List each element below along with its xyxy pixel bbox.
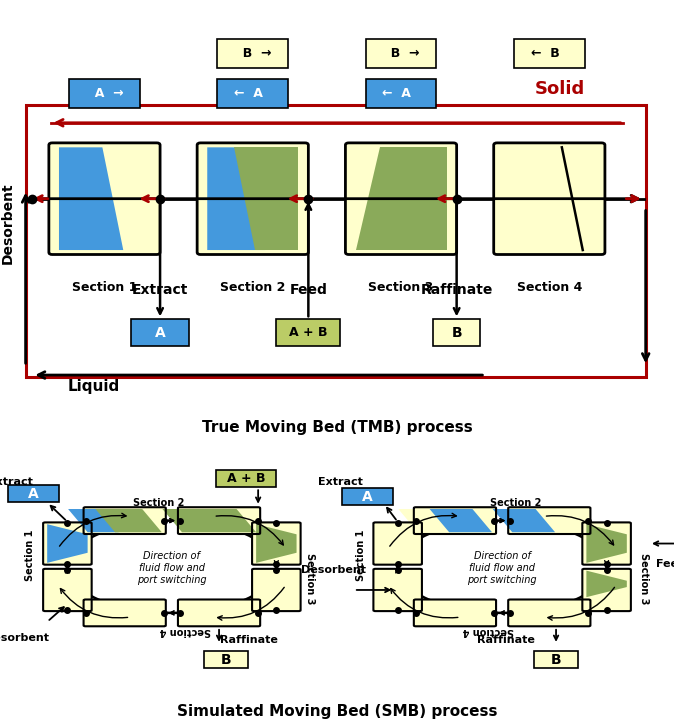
FancyBboxPatch shape xyxy=(131,319,189,346)
Polygon shape xyxy=(586,524,627,563)
Polygon shape xyxy=(234,147,298,250)
FancyBboxPatch shape xyxy=(514,39,584,68)
Text: Section 1: Section 1 xyxy=(26,529,35,581)
FancyBboxPatch shape xyxy=(582,523,631,565)
Text: Desorbent: Desorbent xyxy=(301,565,366,575)
Text: Section 1: Section 1 xyxy=(72,281,137,294)
Polygon shape xyxy=(356,147,446,250)
Text: ←  B: ← B xyxy=(530,47,568,60)
FancyBboxPatch shape xyxy=(9,486,59,502)
Text: B  →: B → xyxy=(382,47,420,60)
Text: Section 4: Section 4 xyxy=(160,626,211,636)
Text: ←  A: ← A xyxy=(234,87,272,100)
FancyBboxPatch shape xyxy=(178,507,260,534)
Text: Section 4: Section 4 xyxy=(517,281,582,294)
Text: Section 2: Section 2 xyxy=(220,281,285,294)
FancyBboxPatch shape xyxy=(345,143,457,255)
Polygon shape xyxy=(47,524,88,563)
FancyBboxPatch shape xyxy=(204,651,248,668)
Text: A + B: A + B xyxy=(226,472,266,485)
Text: B: B xyxy=(220,653,231,666)
FancyBboxPatch shape xyxy=(493,143,605,255)
Text: B: B xyxy=(452,326,462,340)
Text: port switching: port switching xyxy=(467,575,537,585)
FancyBboxPatch shape xyxy=(365,39,437,68)
Polygon shape xyxy=(162,509,256,532)
Text: B: B xyxy=(551,653,561,666)
Text: port switching: port switching xyxy=(137,575,207,585)
FancyBboxPatch shape xyxy=(178,600,260,627)
Polygon shape xyxy=(96,509,162,532)
Text: Extract: Extract xyxy=(318,477,363,487)
Polygon shape xyxy=(208,147,266,250)
FancyBboxPatch shape xyxy=(43,523,92,565)
Text: Section 3: Section 3 xyxy=(639,553,648,604)
FancyBboxPatch shape xyxy=(217,79,288,108)
Polygon shape xyxy=(429,509,492,532)
Text: A  →: A → xyxy=(86,87,123,100)
Text: Section 2: Section 2 xyxy=(490,498,541,507)
Text: B  →: B → xyxy=(234,47,272,60)
Text: Feed: Feed xyxy=(289,283,328,297)
Text: Section 2: Section 2 xyxy=(133,498,184,507)
FancyBboxPatch shape xyxy=(69,79,140,108)
Text: Raffinate: Raffinate xyxy=(421,283,493,297)
FancyBboxPatch shape xyxy=(508,507,590,534)
Text: Extract: Extract xyxy=(132,283,188,297)
Text: Section 4: Section 4 xyxy=(463,626,514,636)
Text: Desorbent: Desorbent xyxy=(0,633,49,643)
FancyBboxPatch shape xyxy=(276,319,340,346)
Text: A: A xyxy=(28,486,39,500)
Text: Raffinate: Raffinate xyxy=(477,635,534,645)
FancyBboxPatch shape xyxy=(252,523,301,565)
Text: Raffinate: Raffinate xyxy=(220,635,278,645)
Polygon shape xyxy=(493,509,555,532)
Text: Liquid: Liquid xyxy=(67,379,120,393)
FancyBboxPatch shape xyxy=(216,470,276,486)
FancyBboxPatch shape xyxy=(342,489,392,505)
Text: Direction of: Direction of xyxy=(144,551,200,561)
FancyBboxPatch shape xyxy=(508,600,590,627)
FancyBboxPatch shape xyxy=(373,523,422,565)
Polygon shape xyxy=(59,147,123,250)
Text: Solid: Solid xyxy=(534,81,584,98)
FancyBboxPatch shape xyxy=(43,569,92,611)
Text: Extract: Extract xyxy=(0,477,32,487)
Text: fluid flow and: fluid flow and xyxy=(469,563,535,574)
FancyBboxPatch shape xyxy=(414,600,496,627)
Polygon shape xyxy=(68,509,119,532)
Polygon shape xyxy=(398,509,492,532)
Text: A + B: A + B xyxy=(289,326,328,339)
FancyBboxPatch shape xyxy=(433,319,480,346)
Text: fluid flow and: fluid flow and xyxy=(139,563,205,574)
Text: A: A xyxy=(362,489,373,504)
FancyBboxPatch shape xyxy=(49,143,160,255)
Text: Section 1: Section 1 xyxy=(356,529,365,581)
FancyBboxPatch shape xyxy=(365,79,437,108)
Text: Section 3: Section 3 xyxy=(369,281,433,294)
Text: Feed: Feed xyxy=(656,559,674,568)
Polygon shape xyxy=(256,524,297,563)
Text: Simulated Moving Bed (SMB) process: Simulated Moving Bed (SMB) process xyxy=(177,703,497,719)
Polygon shape xyxy=(586,571,627,597)
FancyBboxPatch shape xyxy=(84,507,166,534)
FancyBboxPatch shape xyxy=(414,507,496,534)
FancyBboxPatch shape xyxy=(252,569,301,611)
FancyBboxPatch shape xyxy=(84,600,166,627)
Text: Desorbent: Desorbent xyxy=(1,182,15,264)
FancyBboxPatch shape xyxy=(534,651,578,668)
FancyBboxPatch shape xyxy=(582,569,631,611)
FancyBboxPatch shape xyxy=(373,569,422,611)
Text: Direction of: Direction of xyxy=(474,551,530,561)
Text: A: A xyxy=(155,326,165,340)
Text: True Moving Bed (TMB) process: True Moving Bed (TMB) process xyxy=(202,420,472,436)
FancyBboxPatch shape xyxy=(217,39,288,68)
Text: ←  A: ← A xyxy=(382,87,420,100)
Text: Feed: Feed xyxy=(231,476,261,486)
FancyBboxPatch shape xyxy=(197,143,309,255)
Text: Section 3: Section 3 xyxy=(305,553,315,604)
